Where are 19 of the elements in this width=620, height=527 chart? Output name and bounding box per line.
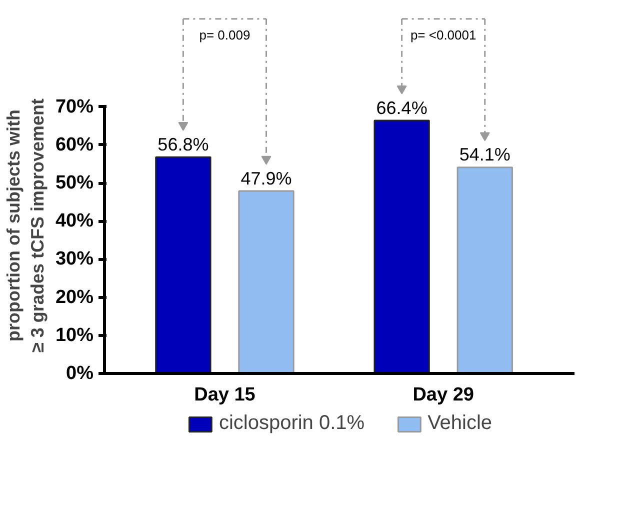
- y-tick-label: 30%: [55, 248, 94, 270]
- y-tick-label: 60%: [55, 134, 94, 156]
- y-tick-label: 20%: [55, 286, 94, 308]
- data-label: 47.9%: [240, 168, 292, 188]
- y-tick-label: 40%: [55, 210, 94, 232]
- y-tick-label: 50%: [55, 172, 94, 194]
- x-tick-label: Day 15: [194, 384, 256, 406]
- legend-label: ciclosporin 0.1%: [218, 412, 365, 435]
- y-tick-label: 10%: [55, 324, 94, 346]
- y-tick-label: 0%: [66, 363, 94, 384]
- data-label: 66.4%: [376, 98, 428, 118]
- text: p= <0.0001: [410, 27, 476, 42]
- y-tick-label: 70%: [55, 96, 94, 118]
- x-tick-label: Day 29: [412, 384, 474, 406]
- data-label: 54.1%: [459, 144, 510, 165]
- data-label: 56.8%: [158, 134, 209, 154]
- legend-label: Vehicle: [428, 412, 492, 435]
- y-axis-title: proportion of subjects with ≥ 3 grades tCFS improvement: [3, 98, 48, 352]
- text: p= 0.009: [199, 27, 250, 42]
